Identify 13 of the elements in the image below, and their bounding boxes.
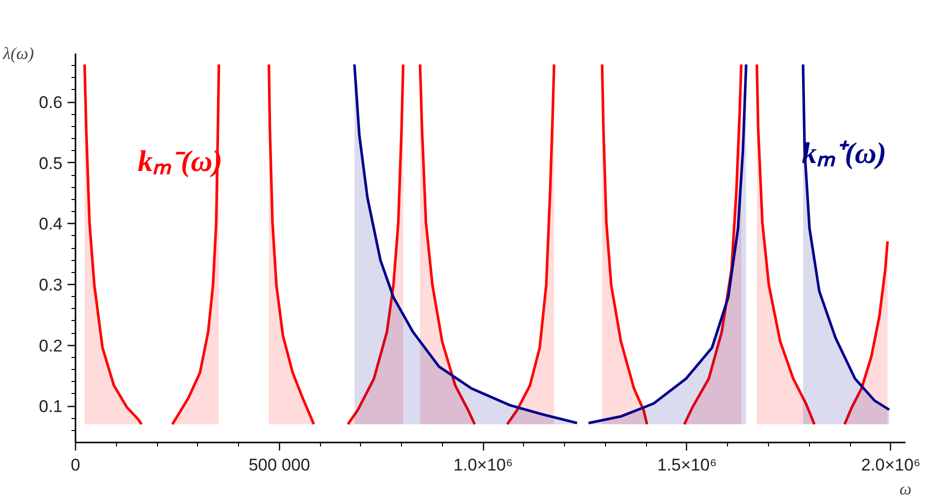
x-axis-title: ω bbox=[900, 480, 912, 498]
x-tick-label: 0 bbox=[70, 456, 80, 474]
y-tick-label: 0.1 bbox=[38, 397, 63, 416]
y-tick-label: 0.6 bbox=[38, 93, 63, 112]
x-tick-label: 500 000 bbox=[248, 456, 310, 474]
y-tick-label: 0.3 bbox=[38, 275, 63, 294]
y-axis-title: λ(ω) bbox=[2, 44, 34, 63]
y-tick-label: 0.5 bbox=[38, 154, 63, 173]
x-tick-label: 1.5×10⁶ bbox=[657, 456, 717, 474]
x-tick-label: 1.0×10⁶ bbox=[453, 456, 513, 474]
x-tick-label: 2.0×10⁶ bbox=[861, 456, 921, 474]
y-tick-label: 0.2 bbox=[38, 336, 63, 356]
y-tick-label: 0.4 bbox=[38, 214, 63, 234]
